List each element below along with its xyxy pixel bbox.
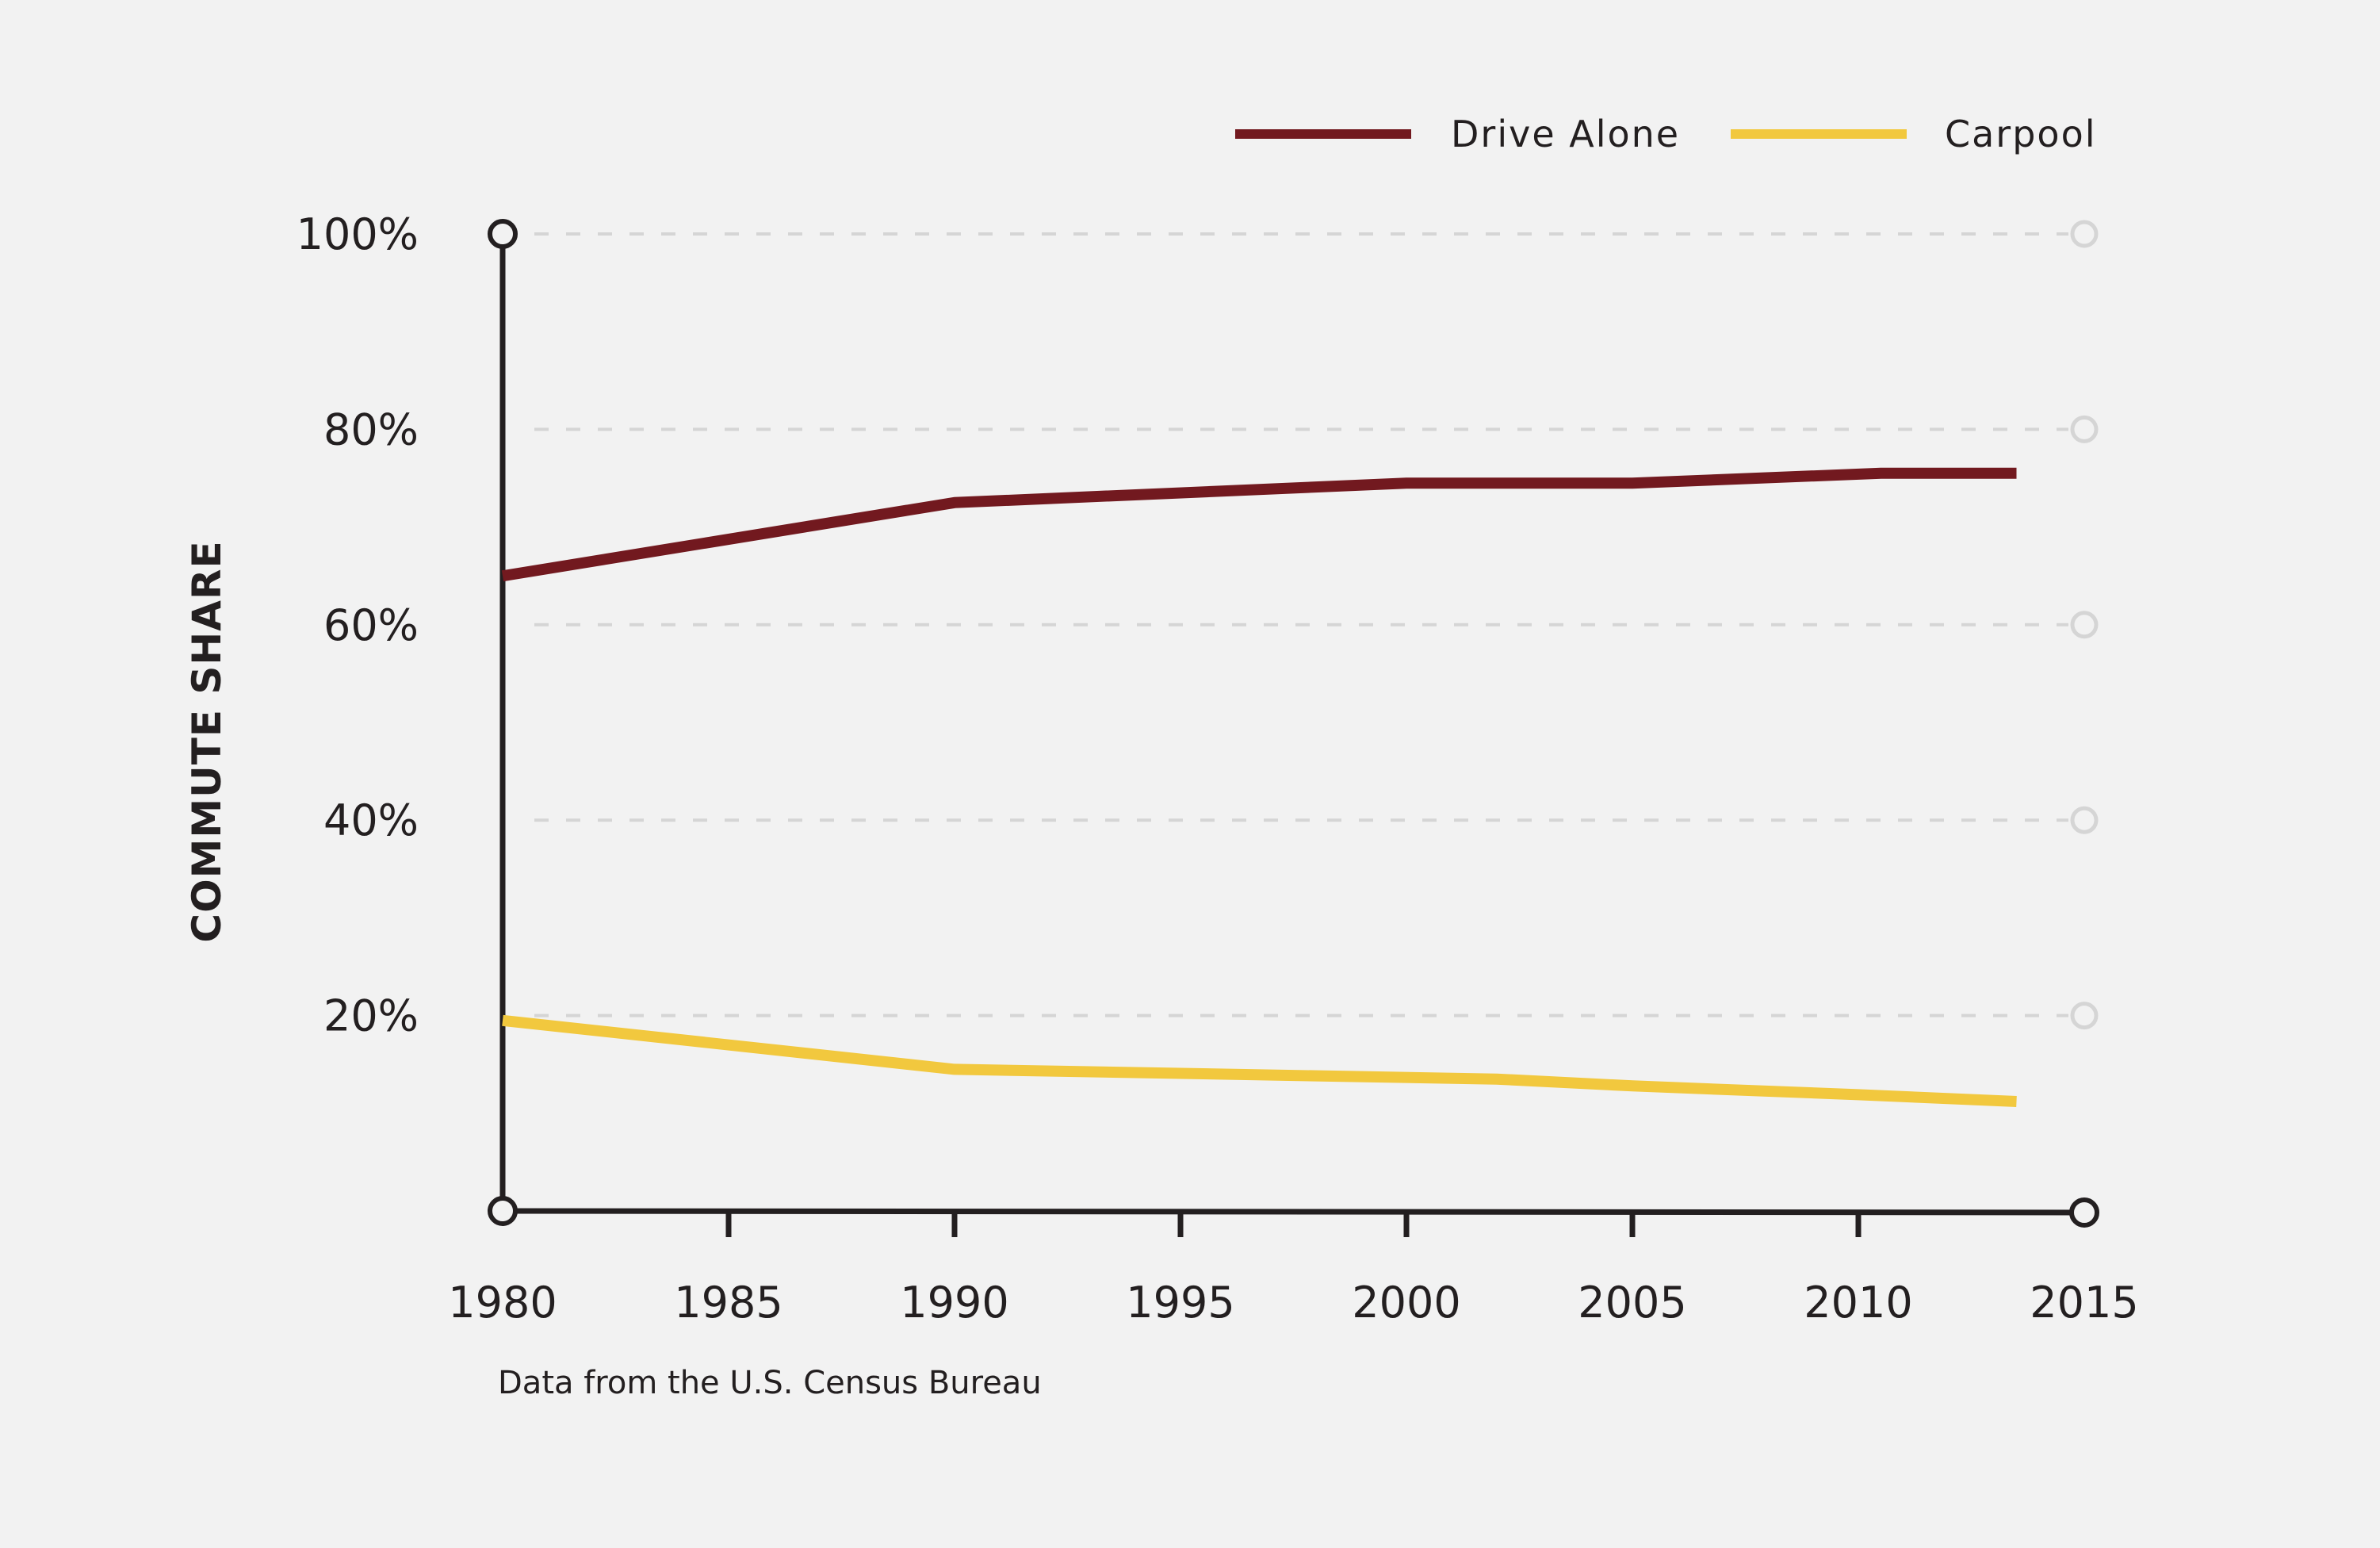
y-tick-label-40: 40%: [323, 795, 419, 845]
y-tick-label-80: 80%: [323, 404, 419, 454]
x-tick-label-1995: 1995: [1126, 1278, 1234, 1328]
x-tick-label-2015: 2015: [2030, 1278, 2138, 1328]
x-tick-label-2000: 2000: [1352, 1278, 1460, 1328]
axes: [488, 219, 2099, 1237]
tick-labels: 100% 80% 60% 40% 20% 1980 1985 1990 1995 2000 2005…: [297, 209, 2139, 1328]
legend-label-carpool: Carpool: [1945, 113, 2097, 155]
y-axis-title: COMMUTE SHARE: [184, 540, 230, 942]
y-tick-label-60: 60%: [323, 600, 419, 650]
y-axis-top-circle: [488, 219, 518, 249]
gridline-end-circle-20: [2070, 1002, 2099, 1030]
gridline-end-circle-60: [2070, 611, 2099, 639]
gridline-end-circle-80: [2070, 415, 2099, 443]
legend: Drive Alone Carpool: [1235, 113, 2097, 155]
x-tick-label-2005: 2005: [1578, 1278, 1686, 1328]
x-axis-origin-circle: [488, 1196, 518, 1226]
series-lines: [501, 467, 2017, 1107]
source-note: Data from the U.S. Census Bureau: [498, 1365, 1042, 1401]
series-line-carpool: [502, 1014, 2017, 1107]
legend-label-drive-alone: Drive Alone: [1451, 113, 1680, 155]
x-axis-line: [502, 1208, 2085, 1216]
x-tick-label-2010: 2010: [1804, 1278, 1912, 1328]
gridlines: [534, 220, 2099, 1030]
x-tick-label-1980: 1980: [448, 1278, 557, 1328]
x-tick-label-1990: 1990: [900, 1278, 1008, 1328]
gridline-end-circle-40: [2070, 806, 2099, 834]
x-tick-label-1985: 1985: [674, 1278, 782, 1328]
series-line-drive-alone: [501, 467, 2017, 582]
y-tick-label-100: 100%: [297, 209, 419, 259]
y-tick-label-20: 20%: [323, 991, 419, 1041]
gridline-end-circle-100: [2070, 220, 2099, 248]
x-axis-end-circle: [2069, 1197, 2099, 1228]
